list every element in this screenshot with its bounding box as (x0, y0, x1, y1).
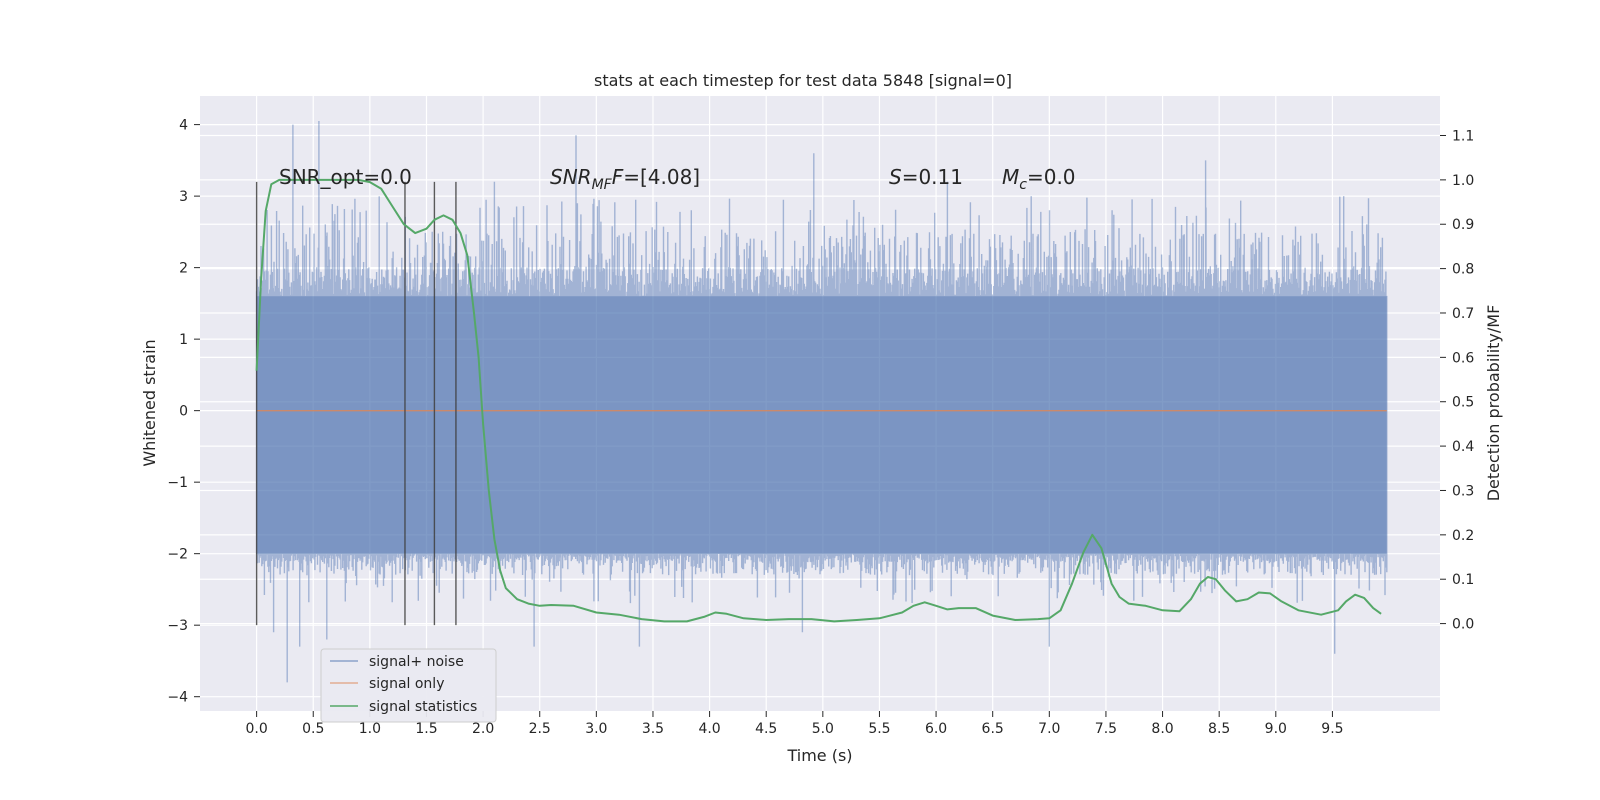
legend-box (320, 648, 497, 723)
grid (200, 96, 1440, 711)
x-tick-label: 4.0 (698, 721, 720, 737)
x-tick-label: 5.5 (868, 721, 890, 737)
y2-tick-label: 0.1 (1452, 572, 1474, 588)
y2-axis-ticks: 1.1 1.0 0.9 0.8 0.7 0.6 0.5 0.4 0.3 0.2 0.1 0.0 (1440, 128, 1474, 633)
annotation-snr-opt: SNR_opt=0.0 (279, 165, 412, 189)
y2-tick-label: 0.3 (1452, 483, 1474, 499)
y2-tick-label: 0.5 (1452, 395, 1474, 411)
y2-axis-label: Detection probability/MF (1484, 305, 1503, 502)
x-tick-label: 1.0 (359, 721, 381, 737)
y2-tick-label: 0.4 (1452, 439, 1474, 455)
x-tick-label: 9.0 (1265, 721, 1287, 737)
y-tick-label: 1 (179, 332, 188, 348)
legend-label-signal-only: signal only (369, 676, 444, 692)
y-tick-label: −3 (167, 618, 188, 634)
x-tick-label: 3.0 (585, 721, 607, 737)
statistics-trace (255, 178, 1382, 623)
y2-tick-label: 1.0 (1452, 173, 1474, 189)
x-tick-label: 2.5 (529, 721, 551, 737)
x-tick-label: 0.0 (245, 721, 267, 737)
noise-trace (255, 121, 1388, 683)
y-tick-label: −4 (167, 690, 188, 706)
y2-tick-label: 0.7 (1452, 306, 1474, 322)
noise-band (256, 296, 1387, 554)
annotation-mc: Mc=0.0 (1002, 165, 1076, 193)
y-axis-label: Whitened strain (140, 339, 159, 466)
x-axis-ticks: 0.0 0.5 1.0 1.5 2.0 2.5 3.0 3.5 4.0 4.5 5.0 5.5 6.0 6… (245, 711, 1344, 737)
x-tick-label: 9.5 (1321, 721, 1343, 737)
y-tick-label: −1 (167, 475, 188, 491)
y-tick-label: 4 (179, 118, 188, 134)
statistics-line (255, 178, 1382, 623)
x-tick-label: 7.5 (1095, 721, 1117, 737)
x-tick-label: 7.0 (1038, 721, 1060, 737)
y2-tick-label: 0.9 (1452, 217, 1474, 233)
x-tick-label: 8.0 (1151, 721, 1173, 737)
annotation-snr-mf: SNRMFF=[4.08] (550, 165, 700, 193)
x-tick-label: 1.5 (415, 721, 437, 737)
y-tick-label: 0 (179, 404, 188, 420)
x-axis-label: Time (s) (786, 746, 852, 765)
x-tick-label: 0.5 (302, 721, 324, 737)
y-tick-label: 2 (179, 261, 188, 277)
chart-title: stats at each timestep for test data 584… (594, 71, 1012, 90)
x-tick-label: 2.0 (472, 721, 494, 737)
x-tick-label: 4.5 (755, 721, 777, 737)
x-tick-label: 3.5 (642, 721, 664, 737)
y-tick-label: −2 (167, 547, 188, 563)
x-tick-label: 5.0 (812, 721, 834, 737)
x-tick-label: 6.5 (982, 721, 1004, 737)
y2-tick-label: 0.2 (1452, 528, 1474, 544)
x-tick-label: 6.0 (925, 721, 947, 737)
y2-tick-label: 1.1 (1452, 128, 1474, 144)
x-tick-label: 8.5 (1208, 721, 1230, 737)
legend-label-statistics: signal statistics (369, 699, 477, 715)
vertical-markers (255, 181, 457, 626)
annotation-s: S=0.11 (889, 165, 963, 189)
legend-label-noise: signal+ noise (369, 654, 464, 670)
y2-tick-label: 0.6 (1452, 350, 1474, 366)
y-axis-ticks: 4 3 2 1 0 −1 −2 −3 −4 (167, 118, 200, 706)
legend: signal+ noise signal only signal statist… (320, 648, 497, 723)
plot-background (200, 96, 1440, 711)
y-tick-label: 3 (179, 189, 188, 205)
y2-tick-label: 0.0 (1452, 617, 1474, 633)
y2-tick-label: 0.8 (1452, 262, 1474, 278)
